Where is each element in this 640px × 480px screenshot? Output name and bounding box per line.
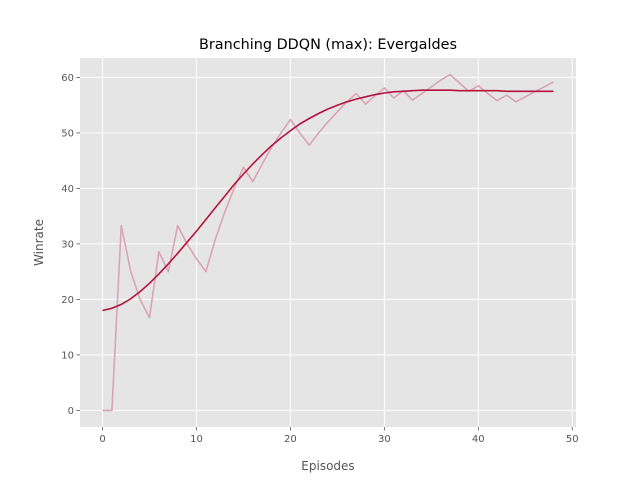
x-tick-label: 40 — [472, 434, 485, 445]
x-tick-label: 50 — [566, 434, 579, 445]
chart-title: Branching DDQN (max): Evergaldes — [199, 37, 457, 53]
smoothed-winrate-line — [102, 89, 554, 312]
x-tick-label: 30 — [378, 434, 391, 445]
x-tick-label: 10 — [190, 434, 203, 445]
x-tick-label: 0 — [99, 434, 105, 445]
raw-winrate-line — [102, 73, 554, 412]
y-tick-label: 50 — [61, 128, 74, 139]
y-tick-label: 10 — [61, 350, 74, 361]
y-tick-label: 60 — [61, 73, 74, 84]
y-tick-label: 30 — [61, 239, 74, 250]
y-axis: 0 10 20 30 40 50 60 — [61, 73, 80, 417]
y-axis-label: Winrate — [32, 219, 46, 266]
plot-area — [80, 58, 576, 427]
y-tick-label: 20 — [61, 295, 74, 306]
series-layer — [102, 73, 554, 412]
x-axis-label: Episodes — [301, 459, 354, 473]
y-tick-label: 40 — [61, 184, 74, 195]
x-tick-label: 20 — [284, 434, 297, 445]
x-axis: 0 10 20 30 40 50 — [99, 427, 579, 445]
y-tick-label: 0 — [68, 406, 74, 417]
